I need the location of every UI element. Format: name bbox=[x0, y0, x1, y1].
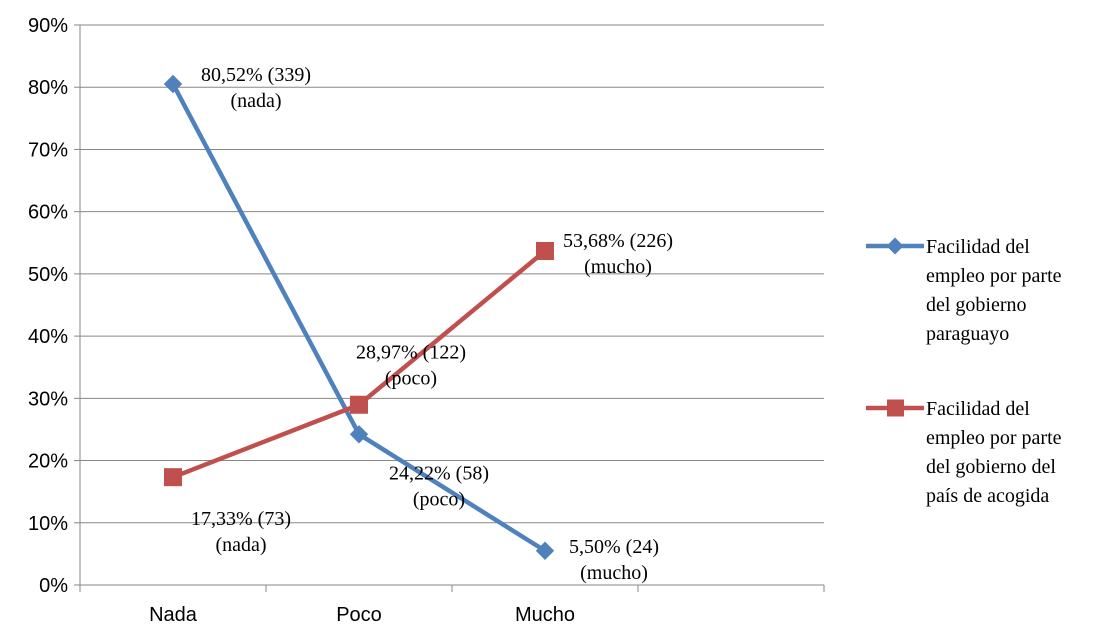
legend-label: Facilidad del bbox=[926, 236, 1030, 258]
y-tick-label: 20% bbox=[28, 451, 68, 473]
legend-label: empleo por parte bbox=[926, 427, 1062, 449]
data-labels: 80,52% (339) (nada) 24,22% (58) (poco) 5,50%… bbox=[191, 64, 673, 584]
y-tick-label: 40% bbox=[28, 326, 68, 348]
legend-marker bbox=[887, 399, 904, 417]
legend-entry-1: Facilidad del empleo por parte del gobiern… bbox=[866, 236, 1062, 345]
data-point-marker bbox=[350, 395, 368, 414]
axes bbox=[74, 24, 825, 592]
data-label-category: (poco) bbox=[385, 368, 437, 390]
data-label-value: 17,33% (73) bbox=[191, 508, 291, 530]
x-category-label: Poco bbox=[336, 604, 382, 626]
series-line-1 bbox=[171, 82, 547, 553]
y-tick-label: 50% bbox=[28, 264, 68, 286]
y-axis-ticks: 0% 10% 20% 30% 40% 50% 60% 70% 80% 90% bbox=[28, 15, 68, 597]
data-point-marker bbox=[536, 241, 554, 260]
y-tick-label: 60% bbox=[28, 202, 68, 224]
data-label-category: (mucho) bbox=[584, 256, 652, 278]
data-point-marker bbox=[535, 541, 555, 560]
legend-label: Facilidad del bbox=[926, 398, 1030, 420]
series bbox=[163, 74, 555, 560]
data-point-marker bbox=[164, 468, 182, 487]
data-label-value: 80,52% (339) bbox=[201, 64, 311, 86]
legend-label: del gobierno bbox=[926, 294, 1027, 316]
y-tick-label: 70% bbox=[28, 139, 68, 161]
y-tick-label: 80% bbox=[28, 77, 68, 99]
y-tick-label: 30% bbox=[28, 388, 68, 410]
data-label-category: (nada) bbox=[215, 534, 266, 556]
x-axis-categories: Nada Poco Mucho bbox=[149, 604, 575, 626]
data-point-marker bbox=[349, 425, 369, 444]
x-category-label: Nada bbox=[149, 604, 198, 626]
data-label-value: 5,50% (24) bbox=[569, 536, 659, 558]
legend-marker bbox=[886, 237, 904, 255]
legend-label: país de acogida bbox=[926, 485, 1049, 507]
y-tick-label: 0% bbox=[39, 575, 68, 597]
data-label-value: 53,68% (226) bbox=[563, 230, 673, 252]
x-category-label: Mucho bbox=[515, 604, 575, 626]
legend-label: del gobierno del bbox=[926, 456, 1056, 478]
legend: Facilidad del empleo por parte del gobiern… bbox=[866, 236, 1062, 507]
y-tick-label: 10% bbox=[28, 513, 68, 535]
legend-label: paraguayo bbox=[926, 323, 1009, 345]
data-label-category: (poco) bbox=[413, 488, 465, 510]
legend-entry-2: Facilidad del empleo por parte del gobiern… bbox=[866, 398, 1062, 507]
data-label-value: 28,97% (122) bbox=[356, 342, 466, 364]
data-label-value: 24,22% (58) bbox=[389, 462, 489, 484]
y-tick-label: 90% bbox=[28, 15, 68, 37]
legend-label: empleo por parte bbox=[926, 265, 1062, 287]
data-label-category: (mucho) bbox=[580, 562, 648, 584]
data-point-marker bbox=[163, 74, 183, 94]
data-label-category: (nada) bbox=[230, 90, 281, 112]
gridlines bbox=[80, 24, 824, 524]
